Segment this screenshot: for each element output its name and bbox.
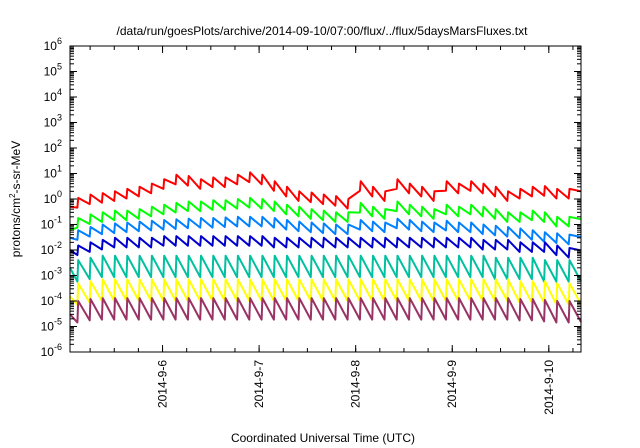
x-tick-label: 2014-9-8 [349,360,363,408]
y-tick-label-exp: 4 [57,87,62,97]
y-tick-label: 10-3 [41,266,62,283]
y-tick-label-base: 10 [41,243,55,257]
x-tick-label: 2014-9-7 [252,360,266,408]
y-axis-label: protons/cm2-s-sr-MeV [8,141,23,257]
y-tick-label-exp: -2 [54,240,62,250]
y-tick-label: 10-1 [41,215,62,232]
series-line-6 [69,278,582,306]
y-tick-label-base: 10 [44,167,58,181]
y-tick-label-exp: -3 [54,266,62,276]
y-tick-label-base: 10 [44,116,58,130]
y-tick-label-base: 10 [41,345,55,359]
chart-title: /data/run/goesPlots/archive/2014-09-10/0… [117,24,529,38]
y-axis-label-base: protons/cm [9,198,23,257]
y-axis-label-rest: -s-sr-MeV [9,141,23,194]
series-line-1 [69,171,582,210]
y-tick-label-exp: -4 [54,291,62,301]
series-line-3 [69,215,582,246]
y-tick-label: 10-2 [41,240,62,257]
y-tick-label-base: 10 [44,192,58,206]
series-line-4 [69,235,582,259]
y-tick-label: 101 [44,164,62,181]
plot-frame [69,45,582,353]
y-tick-label-base: 10 [41,218,55,232]
y-tick-label-exp: -6 [54,342,62,352]
series-line-2 [69,196,582,232]
series-layer [69,171,582,324]
y-tick-label: 103 [44,113,62,130]
y-tick-label: 10-4 [41,291,62,308]
y-tick-label: 10-6 [41,342,62,359]
y-tick-label: 104 [44,87,62,104]
y-tick-label-base: 10 [44,90,58,104]
y-tick-label-exp: 1 [57,164,62,174]
y-tick-label-exp: 5 [57,62,62,72]
series-line-7 [69,297,582,324]
y-tick-label: 10-5 [41,317,62,334]
y-tick-label-exp: -5 [54,317,62,327]
y-tick-label-exp: 0 [57,189,62,199]
x-axis-label: Coordinated Universal Time (UTC) [231,431,415,445]
y-tick-label-base: 10 [44,141,58,155]
y-tick-label-exp: 3 [57,113,62,123]
y-axis-ticks: 10-610-510-410-310-210-11001011021031041… [41,36,581,359]
y-tick-label: 100 [44,189,62,206]
y-tick-label-base: 10 [41,269,55,283]
y-tick-label-exp: 2 [57,138,62,148]
x-tick-label: 2014-9-9 [445,360,459,408]
y-tick-label-base: 10 [41,294,55,308]
series-line-5 [69,254,582,283]
y-tick-label-base: 10 [44,65,58,79]
y-axis-label-sup: 2 [8,193,17,198]
y-tick-label: 106 [44,36,62,53]
y-tick-label-base: 10 [41,320,55,334]
y-tick-label: 105 [44,62,62,79]
x-tick-label: 2014-9-6 [156,360,170,408]
y-tick-label-exp: -1 [54,215,62,225]
x-tick-label: 2014-9-10 [542,360,556,415]
y-tick-label-exp: 6 [57,36,62,46]
x-axis-ticks: 2014-9-6 2014-9-7 2014-9-8 2014-9-9 2014-9-1… [89,46,574,415]
y-tick-label-base: 10 [44,39,58,53]
y-tick-label: 102 [44,138,62,155]
